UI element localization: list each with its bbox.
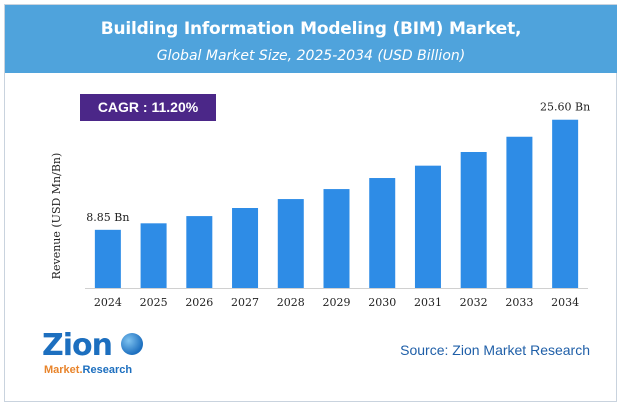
bar-2034 (552, 119, 579, 289)
x-tick-label: 2032 (460, 296, 488, 309)
chart-header: Building Information Modeling (BIM) Mark… (5, 5, 617, 73)
chart-title: Building Information Modeling (BIM) Mark… (100, 19, 522, 39)
x-tick-label: 2028 (277, 296, 305, 309)
x-tick-label: 2034 (551, 296, 579, 309)
logo-wordmark: Zion (42, 328, 113, 363)
data-label-last: 25.60 Bn (540, 101, 590, 114)
logo-tagline-market: Market. (44, 364, 83, 376)
data-label-first: 8.85 Bn (86, 211, 129, 224)
bar-2032 (460, 151, 487, 288)
x-tick-label: 2026 (185, 296, 213, 309)
bar-2024 (94, 229, 121, 288)
globe-icon (121, 333, 143, 355)
x-tick-label: 2024 (94, 296, 122, 309)
x-tick-label: 2033 (505, 296, 533, 309)
chart-subtitle: Global Market Size, 2025-2034 (USD Billi… (156, 48, 466, 64)
bar-2030 (369, 178, 396, 288)
source-note: Source: Zion Market Research (400, 342, 590, 358)
x-tick-label: 2031 (414, 296, 442, 309)
bar-2025 (140, 223, 167, 288)
logo-tagline-research: Research (82, 364, 133, 376)
bar-2027 (232, 208, 259, 288)
x-tick-label: 2025 (140, 296, 168, 309)
x-tick-label: 2030 (368, 296, 396, 309)
bar-2033 (506, 136, 533, 288)
zion-logo: Zion Market.Research (42, 328, 143, 378)
x-tick-label: 2029 (323, 296, 351, 309)
cagr-badge: CAGR : 11.20% (80, 94, 216, 121)
bar-2029 (323, 189, 350, 288)
y-axis-label: Revenue (USD Mn/Bn) (50, 153, 63, 280)
bar-2031 (414, 165, 441, 288)
x-tick-label: 2027 (231, 296, 259, 309)
bar-2028 (277, 199, 304, 288)
bar-2026 (186, 216, 213, 288)
logo-tagline: Market.Research (44, 364, 132, 376)
